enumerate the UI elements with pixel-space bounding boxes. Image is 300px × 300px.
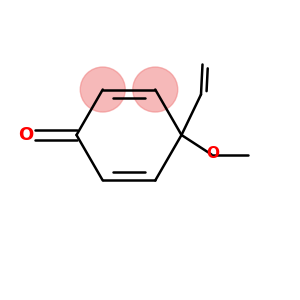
Circle shape xyxy=(133,67,178,112)
Text: O: O xyxy=(206,146,220,160)
Text: O: O xyxy=(18,126,33,144)
Circle shape xyxy=(80,67,125,112)
